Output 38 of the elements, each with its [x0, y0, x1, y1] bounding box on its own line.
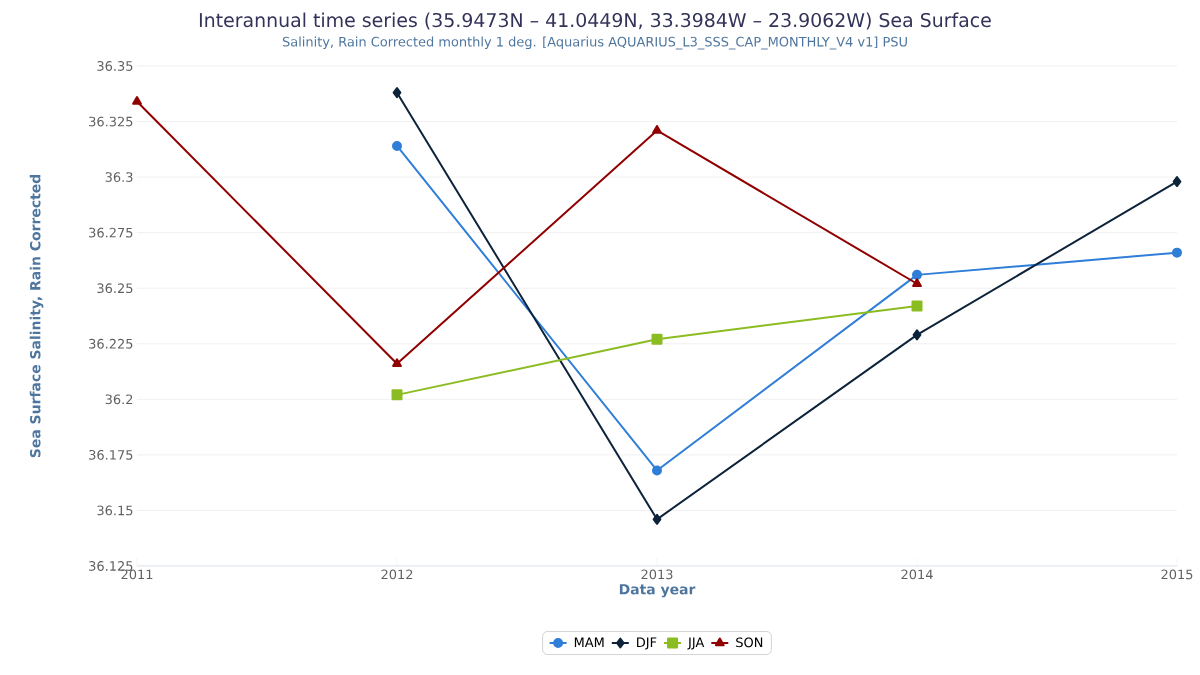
point — [392, 87, 402, 99]
point — [1172, 176, 1182, 188]
point — [391, 389, 403, 401]
point — [652, 465, 662, 476]
legend-label: JJA — [687, 637, 705, 650]
x-tick-label: 2015 — [1161, 569, 1193, 580]
legend-label: MAM — [574, 637, 604, 647]
y-tick-label: 36.225 — [89, 338, 133, 349]
y-tick-label: 36.325 — [89, 116, 133, 127]
chart-title: Interannual time series (35.9473N – 41.0449N, 33.3984W – 23.9062W) Sea Surface — [199, 12, 991, 30]
y-tick-label: 36.2 — [105, 394, 133, 405]
point — [912, 269, 922, 280]
x-tick-label: 2014 — [901, 569, 933, 580]
point — [912, 329, 922, 341]
point — [652, 124, 662, 134]
point — [652, 513, 662, 525]
point — [911, 300, 923, 312]
x-tick-label: 2011 — [121, 569, 153, 580]
chart-subtitle: Salinity, Rain Corrected monthly 1 deg. [Aquarius AQUARIUS_L3_SSS_CAP_MONTHLY_V4 v1] PSU — [282, 36, 907, 50]
y-tick-label: 36.125 — [89, 561, 133, 571]
point — [651, 333, 663, 345]
point — [132, 96, 142, 105]
point — [1171, 247, 1182, 258]
legend-label: SON — [736, 637, 763, 648]
x-axis-title: Data year — [619, 584, 696, 598]
x-tick-label: 2013 — [641, 569, 673, 580]
y-tick-label: 36.35 — [97, 61, 133, 71]
y-tick-label: 36.175 — [89, 449, 133, 460]
legend-label: DJF — [637, 637, 657, 650]
x-tick-label: 2012 — [381, 569, 413, 580]
y-tick-label: 36.275 — [89, 227, 133, 238]
point — [392, 358, 402, 368]
point — [392, 140, 403, 151]
point — [912, 278, 922, 288]
y-tick-label: 36.15 — [97, 505, 133, 516]
y-axis-title: Sea Surface Salinity, Rain Corrected — [29, 174, 44, 458]
y-tick-label: 36.25 — [97, 283, 133, 294]
y-tick-label: 36.3 — [105, 172, 133, 182]
